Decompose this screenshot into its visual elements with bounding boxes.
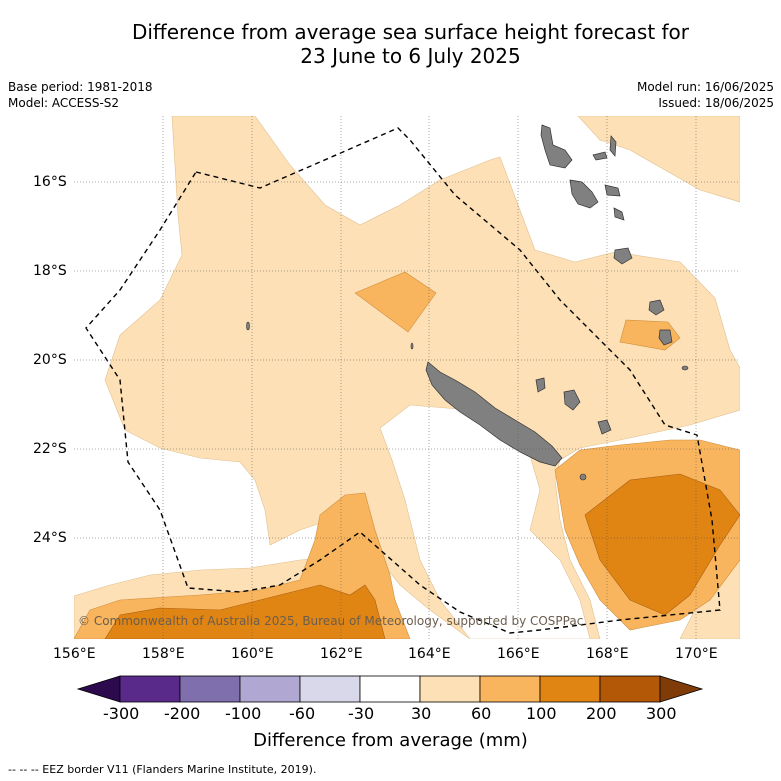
lat-label-16s: 16°S: [33, 174, 67, 190]
lon-label-160e: 160°E: [231, 646, 274, 662]
lat-label-22s: 22°S: [33, 441, 67, 457]
colorbar-label: Difference from average (mm): [253, 730, 528, 751]
lon-label-162e: 162°E: [320, 646, 363, 662]
lat-label-24s: 24°S: [33, 530, 67, 546]
lon-label-156e: 156°E: [53, 646, 96, 662]
contour-100-200-b: [104, 584, 386, 639]
colorbar-tick: -200: [164, 704, 201, 723]
colorbar-tick: 200: [586, 704, 617, 723]
loyalty-island-1: [563, 389, 581, 411]
small-island-4: [410, 342, 414, 350]
contour-30-60: [104, 116, 740, 639]
lon-label-158e: 158°E: [142, 646, 185, 662]
colorbar-segment: [299, 675, 361, 703]
small-island-1: [681, 365, 689, 371]
lat-label-18s: 18°S: [33, 263, 67, 279]
colorbar-segment: [359, 675, 421, 703]
fiji-island-1: [648, 299, 665, 316]
eez-legend: -- -- -- EEZ border V11 (Flanders Marine…: [8, 763, 317, 776]
small-island-3: [246, 321, 250, 331]
colorbar-tick: -300: [103, 704, 140, 723]
graticule: [74, 116, 740, 639]
vanuatu-island-1: [540, 124, 573, 169]
fiji-island-2: [658, 329, 673, 346]
meta-right: Model run: 16/06/2025 Issued: 18/06/2025: [637, 79, 774, 111]
vanuatu-island-4: [609, 135, 617, 157]
copyright-credit: © Commonwealth of Australia 2025, Bureau…: [78, 614, 584, 628]
colorbar-segment: [419, 675, 481, 703]
colorbar-tick: -60: [289, 704, 316, 723]
vanuatu-island-5: [604, 184, 621, 197]
loyalty-island-3: [535, 377, 546, 393]
colorbar-segment: [479, 675, 541, 703]
lon-label-164e: 164°E: [408, 646, 451, 662]
colorbar-tick: 100: [526, 704, 557, 723]
colorbar-extend-high: [659, 675, 704, 703]
colorbar-segment: [539, 675, 601, 703]
eez-border: [85, 127, 721, 634]
issued-date: Issued: 18/06/2025: [658, 96, 774, 110]
colorbar-segment: [599, 675, 661, 703]
colorbar-segment: [119, 675, 181, 703]
map-title-line-1: Difference from average sea surface heig…: [131, 20, 690, 44]
base-period: Base period: 1981-2018: [8, 80, 153, 94]
lon-label-168e: 168°E: [586, 646, 629, 662]
vanuatu-island-6: [613, 207, 625, 221]
colorbar-segment: [179, 675, 241, 703]
map-title-line-2: 23 June to 6 July 2025: [300, 44, 521, 68]
meta-left: Base period: 1981-2018 Model: ACCESS-S2: [8, 79, 153, 111]
colorbar-extend-low: [76, 675, 121, 703]
vanuatu-island-2: [569, 179, 599, 209]
colorbar-tick: 60: [471, 704, 492, 723]
vanuatu-island-7: [613, 247, 633, 265]
lon-label-170e: 170°E: [675, 646, 718, 662]
colorbar-tick: -30: [348, 704, 375, 723]
new-caledonia-land: [425, 361, 563, 467]
colorbar-segment: [239, 675, 301, 703]
small-island-2: [579, 473, 587, 481]
colorbar-tick: -100: [225, 704, 262, 723]
contour-100-200-a: [584, 473, 740, 616]
lon-label-166e: 166°E: [497, 646, 540, 662]
contour-30-60-top-right: [577, 116, 740, 203]
lat-label-20s: 20°S: [33, 352, 67, 368]
colorbar-tick: 30: [411, 704, 432, 723]
model-run: Model run: 16/06/2025: [636, 80, 774, 94]
colorbar-tick: 300: [646, 704, 677, 723]
loyalty-island-2: [597, 419, 612, 435]
model-name: Model: ACCESS-S2: [8, 96, 120, 110]
contour-60-100-a: [354, 271, 437, 333]
